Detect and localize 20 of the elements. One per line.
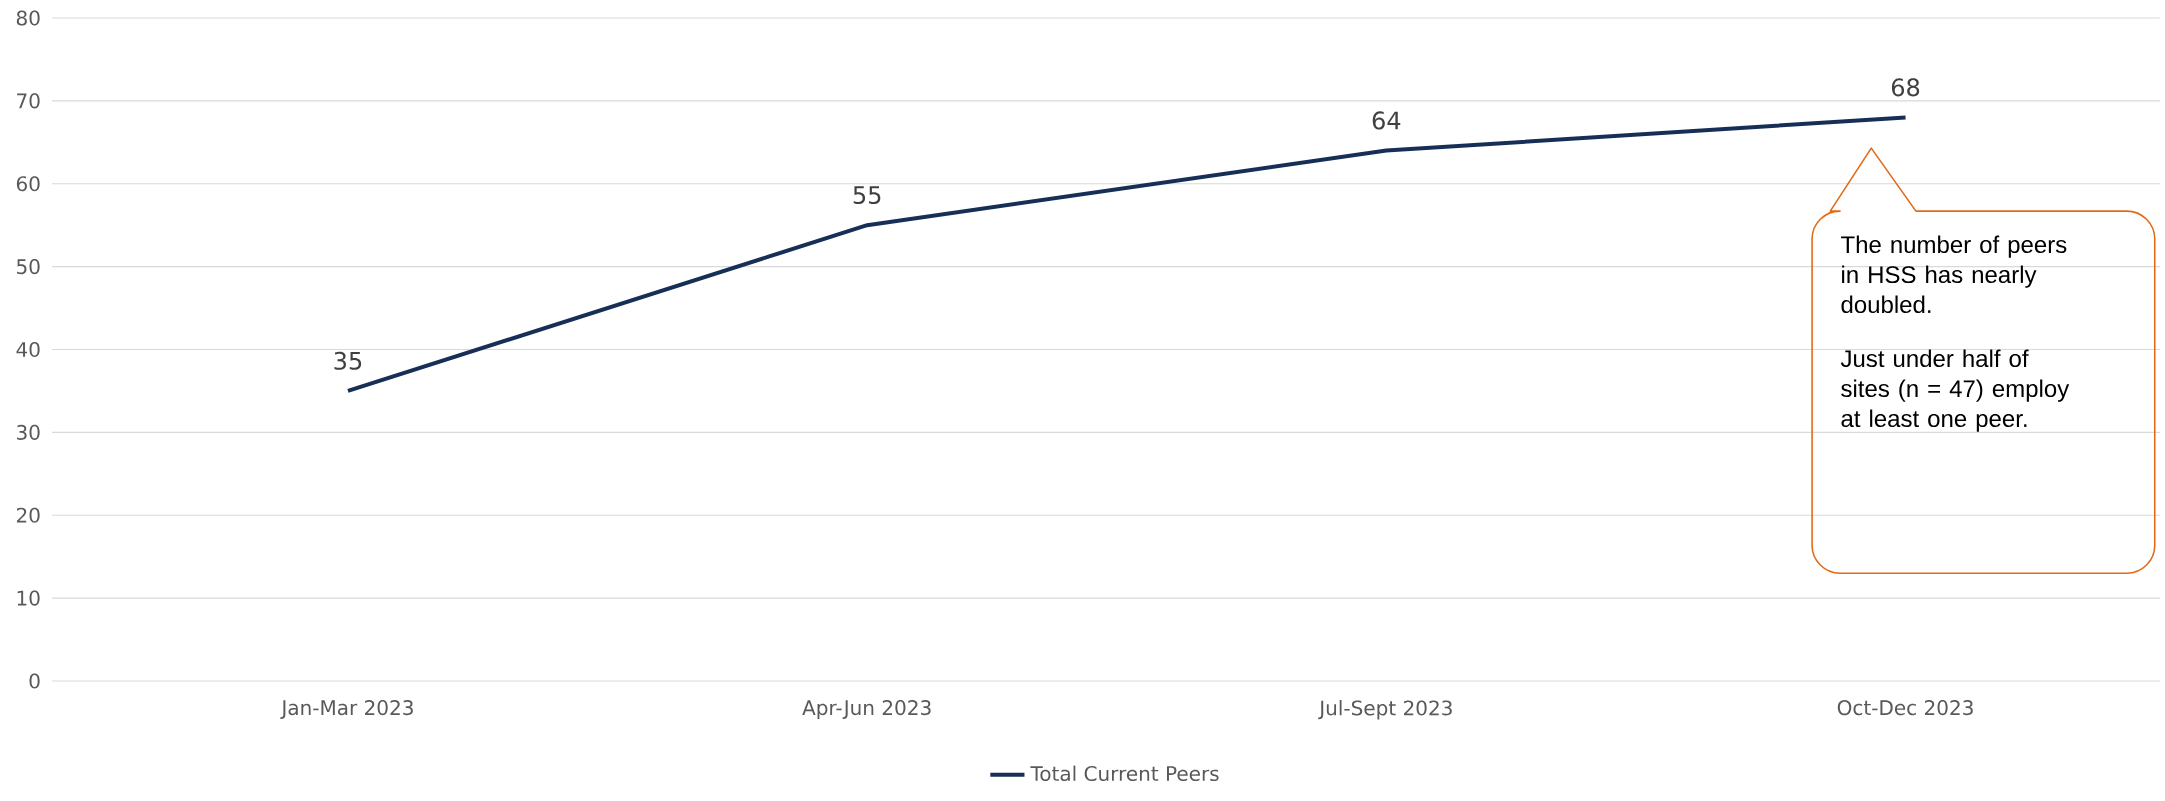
y-tick-label: 20 bbox=[16, 507, 40, 523]
annotation: The number of peers in HSS has nearly doubled. bbox=[1841, 235, 2067, 314]
x-tick-label: Apr-Jun 2023 bbox=[802, 700, 931, 720]
y-tick-label: 60 bbox=[16, 176, 40, 192]
x-tick-label: Jan-Mar 2023 bbox=[280, 700, 413, 719]
y-tick-label: 40 bbox=[16, 341, 40, 358]
y-tick-label: 30 bbox=[17, 424, 40, 440]
data-label: 55 bbox=[853, 186, 881, 205]
y-tick-label: 80 bbox=[16, 10, 40, 26]
y-tick-label: 50 bbox=[17, 259, 40, 275]
y-tick-label: 10 bbox=[17, 590, 40, 606]
x-tick-label: Oct-Dec 2023 bbox=[1837, 700, 1973, 716]
data-label: 68 bbox=[1891, 78, 1920, 97]
data-label: 64 bbox=[1372, 111, 1401, 130]
y-tick-label: 0 bbox=[29, 673, 40, 689]
annotation: Just under half of sites (n = 47) employ at least one peer. bbox=[1840, 349, 2070, 432]
x-tick-label: Jul-Sept 2023 bbox=[1318, 700, 1452, 720]
y-tick-label: 70 bbox=[17, 93, 40, 109]
data-label: 35 bbox=[334, 351, 362, 370]
legend-label: Total Current Peers bbox=[1030, 765, 1219, 782]
